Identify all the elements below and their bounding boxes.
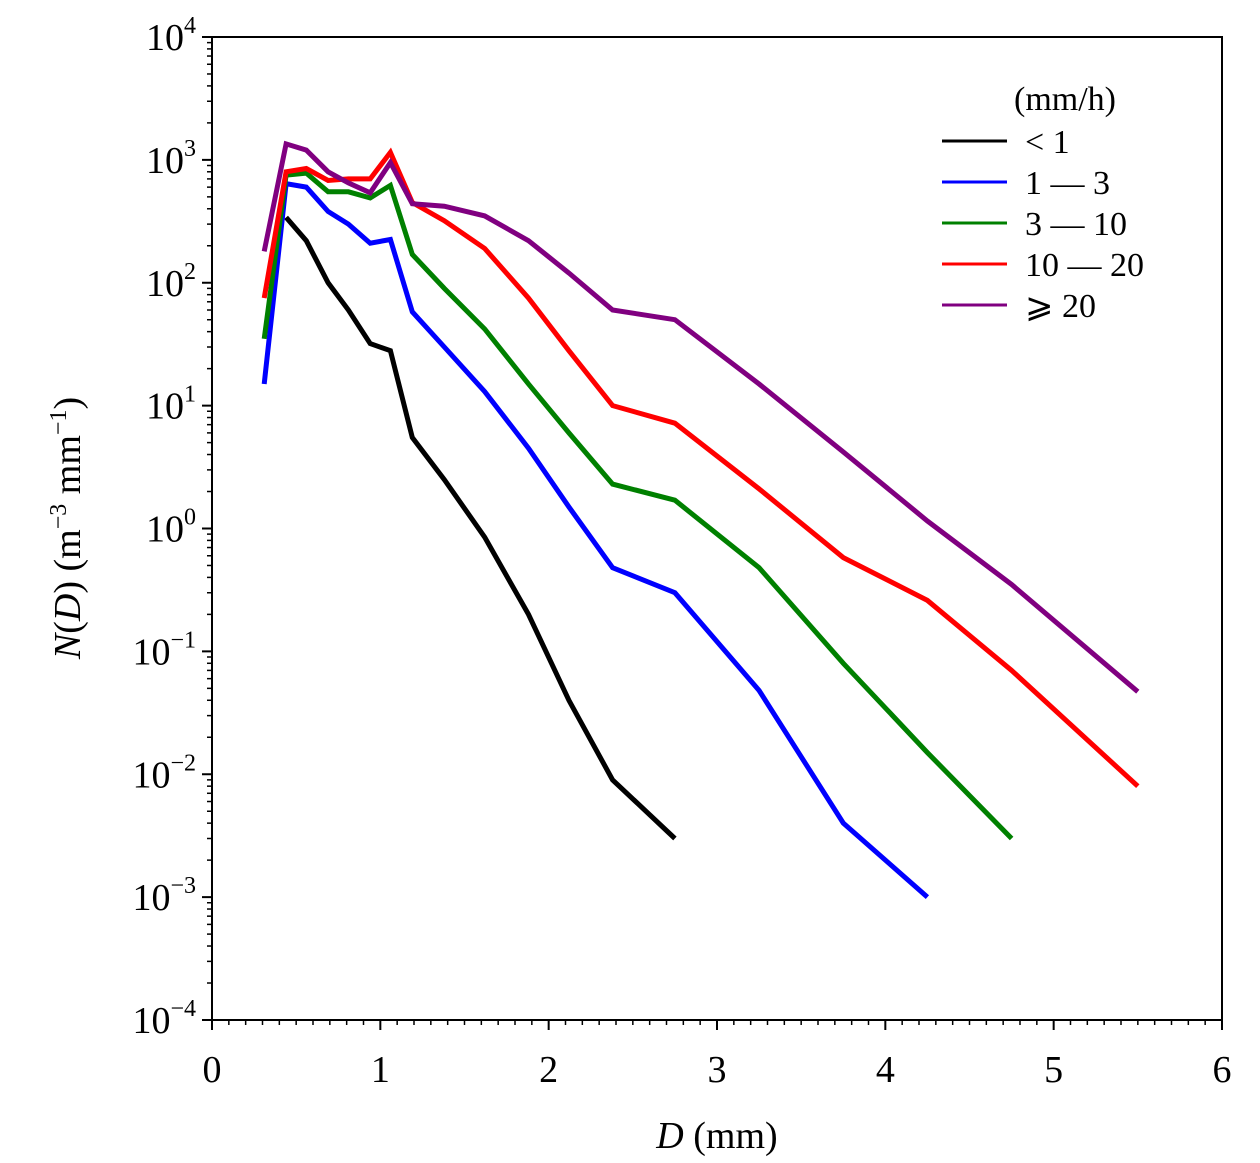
x-tick-label: 0 bbox=[203, 1049, 222, 1091]
legend-label: < 1 bbox=[1025, 124, 1070, 161]
y-tick-label: 104 bbox=[146, 13, 196, 59]
y-tick-label: 10−2 bbox=[132, 750, 196, 796]
y-tick-label: 102 bbox=[146, 259, 196, 305]
x-tick-label: 5 bbox=[1044, 1049, 1063, 1091]
legend: (mm/h) < 1 1 — 3 3 — 10 10 — 20 ⩾ 20 bbox=[942, 81, 1144, 325]
legend-label: 1 — 3 bbox=[1025, 165, 1110, 202]
x-tick-label: 4 bbox=[876, 1049, 895, 1091]
y-tick-label: 10−3 bbox=[132, 873, 196, 919]
legend-label: ⩾ 20 bbox=[1025, 288, 1096, 325]
legend-items: < 1 1 — 3 3 — 10 10 — 20 ⩾ 20 bbox=[942, 124, 1144, 325]
series-line-4 bbox=[261, 147, 1140, 789]
x-tick-label: 3 bbox=[708, 1049, 727, 1091]
legend-label: 10 — 20 bbox=[1025, 247, 1144, 284]
series-line-2 bbox=[261, 180, 930, 899]
legend-label: 3 — 10 bbox=[1025, 206, 1127, 243]
plot-frame bbox=[211, 36, 1223, 1021]
tick-layer bbox=[202, 36, 1223, 1030]
series-line-5 bbox=[261, 140, 1140, 694]
tick-label-layer: 0 1 2 3 4 5 6 10−4 10−3 10−2 10−1 100 101 102 103 104 bbox=[132, 13, 1231, 1091]
y-tick-label: 103 bbox=[146, 136, 196, 182]
y-tick-label: 100 bbox=[146, 505, 196, 551]
x-tick-label: 2 bbox=[539, 1049, 558, 1091]
y-tick-label: 10−1 bbox=[132, 627, 196, 673]
series-layer bbox=[261, 140, 1140, 899]
y-tick-label: 10−4 bbox=[132, 996, 196, 1042]
x-tick-label: 1 bbox=[371, 1049, 390, 1091]
legend-title: (mm/h) bbox=[1014, 81, 1116, 118]
series-line-3 bbox=[261, 170, 1014, 841]
x-axis-label: D (mm) bbox=[655, 1115, 777, 1157]
x-tick-label: 6 bbox=[1213, 1049, 1232, 1091]
y-tick-label: 101 bbox=[146, 382, 196, 428]
y-axis-label: N(D) (m−3 mm−1) bbox=[46, 397, 89, 660]
series-line-1 bbox=[284, 215, 677, 841]
